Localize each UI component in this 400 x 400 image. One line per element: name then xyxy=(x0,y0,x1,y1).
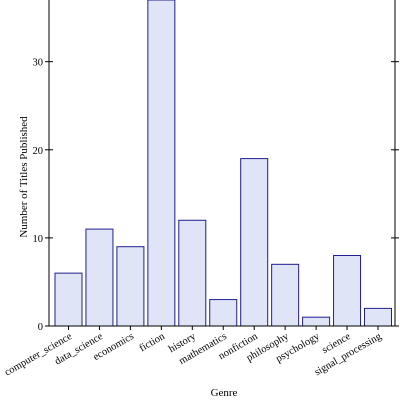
bar-nonfiction xyxy=(240,158,269,327)
y-tick-label-10: 10 xyxy=(33,234,44,245)
bar-computer-science xyxy=(54,272,83,327)
axes-layer xyxy=(48,0,396,327)
bar-fiction xyxy=(147,0,176,327)
bar-mathematics xyxy=(209,299,238,327)
y-axis-title: Number of Titles Published xyxy=(18,116,30,238)
bar-signal-processing xyxy=(364,307,392,327)
x-axis-title: Genre xyxy=(211,387,238,399)
bar-philosophy xyxy=(271,263,300,327)
bar-psychology xyxy=(302,316,331,327)
y-tick-label-30: 30 xyxy=(33,58,44,69)
y-tick-label-0: 0 xyxy=(38,322,43,333)
y-tick-label-20: 20 xyxy=(33,146,44,157)
bar-history xyxy=(178,219,207,327)
bar-economics xyxy=(116,246,145,327)
bars-layer xyxy=(54,0,392,327)
ticks-layer: 0102030computer_sciencedata_scienceecono… xyxy=(3,58,399,378)
bar-data-science xyxy=(85,228,114,327)
bar-science xyxy=(333,255,362,327)
x-tick-label-fiction: fiction xyxy=(138,331,168,355)
